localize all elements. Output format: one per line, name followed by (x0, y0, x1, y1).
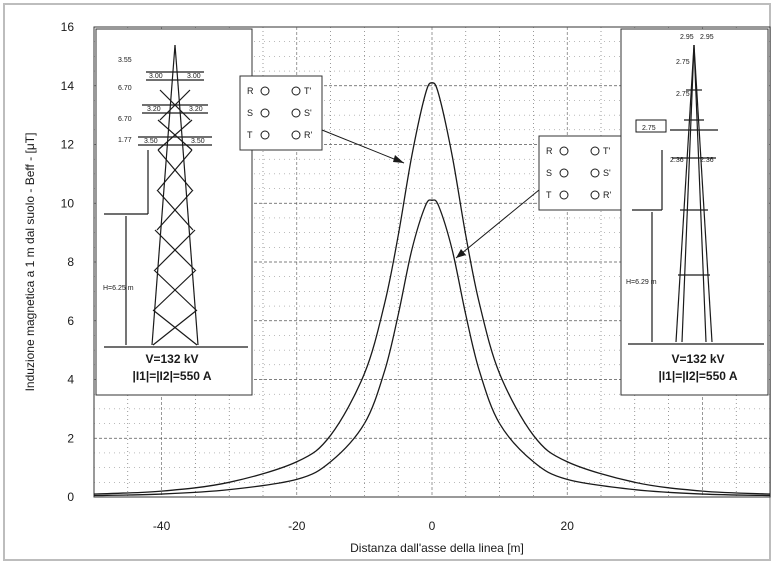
left-dim-6: 3.00 (187, 73, 201, 80)
conductor-icon (260, 86, 270, 96)
conductor-icon (260, 108, 270, 118)
arrowhead-icon (393, 155, 404, 163)
conductor-icon (559, 190, 569, 200)
right-dim-3: 2.75 (676, 59, 690, 66)
y-axis-label: Induzione magnetica a 1 m dal suolo - Be… (23, 133, 37, 392)
x-tick-labels: -40 -20 0 20 (153, 519, 574, 533)
right-dim-2: 2.95 (700, 34, 714, 41)
right-voltage-label: V=132 kV (671, 352, 724, 366)
y-tick-label: 12 (61, 138, 75, 152)
conductor-icon (590, 168, 600, 178)
x-tick-label: 0 (429, 519, 436, 533)
left-dim-7: 3.20 (147, 106, 161, 113)
pointer-arrow-lower (455, 189, 540, 259)
right-tower-panel: 2.95 2.95 2.75 2.75 2.75 2.36 2.36 H=6.2… (620, 28, 769, 396)
phase-box-2-r2-right: S' (603, 168, 611, 178)
curves (93, 82, 771, 497)
left-dim-2: 6.70 (118, 85, 132, 92)
phase-box-1: R T' S S' T R' (239, 75, 323, 151)
conductor-icon (291, 86, 301, 96)
left-dim-1: 3.55 (118, 57, 132, 64)
series-line-1 (93, 82, 771, 495)
y-tick-labels: 0 2 4 6 8 10 12 14 16 (61, 20, 75, 504)
phase-box-2-r2-left: S (546, 168, 552, 178)
phase-box-1-r2-right: S' (304, 108, 312, 118)
right-dim-5: 2.75 (642, 125, 656, 132)
conductor-icon (559, 146, 569, 156)
left-dim-10: 3.50 (191, 138, 205, 145)
left-voltage-label: V=132 kV (145, 352, 198, 366)
x-tick-label: 20 (561, 519, 575, 533)
phase-box-1-r1-right: T' (304, 86, 311, 96)
arrowhead-icon (456, 249, 466, 258)
left-dim-9: 3.50 (144, 138, 158, 145)
left-tower-panel: 3.55 6.70 6.70 1.77 3.00 3.00 3.20 3.20 … (95, 28, 253, 396)
y-tick-label: 14 (61, 79, 75, 93)
left-tower-icon (104, 44, 248, 348)
right-dim-1: 2.95 (680, 34, 694, 41)
right-dim-7: 2.36 (700, 157, 714, 164)
conductor-icon (291, 130, 301, 140)
left-dim-5: 3.00 (149, 73, 163, 80)
y-tick-label: 2 (67, 431, 74, 445)
phase-box-2-r1-left: R (546, 146, 553, 156)
phase-box-2-r1-right: T' (603, 146, 610, 156)
phase-box-1-r1-left: R (247, 86, 254, 96)
y-tick-label: 16 (61, 20, 75, 34)
right-dim-4: 2.75 (676, 91, 690, 98)
phase-box-2-r3-left: T (546, 190, 552, 200)
x-tick-label: -20 (288, 519, 306, 533)
left-dim-8: 3.20 (189, 106, 203, 113)
phase-box-1-frame (239, 75, 323, 151)
conductor-icon (291, 108, 301, 118)
pointer-arrow-upper (321, 129, 405, 164)
phase-box-1-r3-left: T (247, 130, 253, 140)
series-line-2 (93, 199, 771, 497)
y-tick-label: 6 (67, 314, 74, 328)
right-height-label: H=6.29 m (626, 279, 657, 286)
conductor-icon (590, 190, 600, 200)
x-tick-label: -40 (153, 519, 171, 533)
phase-box-2-r3-right: R' (603, 190, 611, 200)
right-panel-frame (620, 28, 769, 396)
right-dim-box (635, 119, 667, 133)
right-current-label: |I1|=|I2|=550 A (658, 369, 737, 383)
conductor-icon (559, 168, 569, 178)
left-height-label: H=6.25 m (103, 285, 134, 292)
left-current-label: |I1|=|I2|=550 A (132, 369, 211, 383)
left-dim-4: 1.77 (118, 137, 132, 144)
y-tick-label: 4 (67, 373, 74, 387)
x-axis-label: Distanza dall'asse della linea [m] (350, 541, 524, 555)
y-tick-label: 10 (61, 196, 75, 210)
left-dim-3: 6.70 (118, 116, 132, 123)
right-dim-6: 2.36 (670, 157, 684, 164)
phase-box-2: R T' S S' T R' (538, 135, 622, 211)
y-tick-label: 0 (67, 490, 74, 504)
phase-box-1-r3-right: R' (304, 130, 312, 140)
phase-box-2-frame (538, 135, 622, 211)
conductor-icon (260, 130, 270, 140)
right-tower-icon (628, 44, 764, 345)
phase-box-1-r2-left: S (247, 108, 253, 118)
conductor-icon (590, 146, 600, 156)
y-tick-label: 8 (67, 255, 74, 269)
